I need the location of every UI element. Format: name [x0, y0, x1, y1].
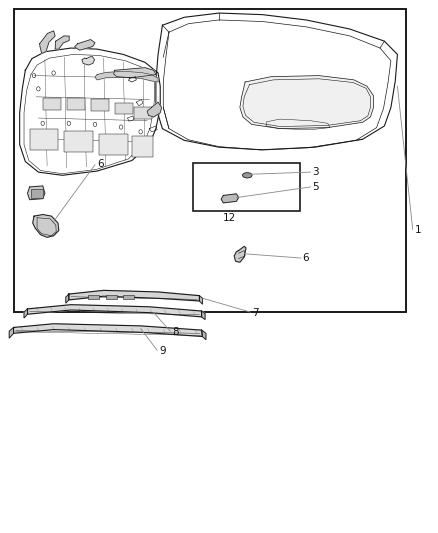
Polygon shape	[28, 186, 45, 200]
Polygon shape	[24, 309, 28, 318]
Polygon shape	[147, 102, 162, 117]
Ellipse shape	[243, 173, 252, 178]
Text: 9: 9	[159, 346, 166, 357]
Polygon shape	[95, 71, 158, 82]
Polygon shape	[55, 36, 69, 49]
Polygon shape	[221, 194, 239, 203]
Bar	[193, 163, 300, 211]
Bar	[64, 131, 93, 152]
Bar	[123, 295, 134, 299]
Polygon shape	[28, 305, 201, 317]
Polygon shape	[14, 324, 202, 336]
Polygon shape	[69, 290, 199, 301]
Text: 5: 5	[313, 182, 319, 192]
Polygon shape	[156, 13, 397, 150]
Polygon shape	[74, 39, 95, 50]
Polygon shape	[82, 56, 95, 65]
Text: 12: 12	[223, 214, 237, 223]
Polygon shape	[33, 215, 59, 237]
Polygon shape	[66, 294, 69, 303]
Polygon shape	[9, 327, 14, 338]
Bar	[67, 99, 85, 110]
Polygon shape	[114, 68, 156, 78]
Bar	[106, 295, 117, 299]
Polygon shape	[201, 311, 205, 319]
Text: 6: 6	[303, 253, 309, 263]
Bar	[30, 128, 58, 150]
Bar	[88, 295, 99, 299]
Text: 8: 8	[172, 327, 179, 337]
Polygon shape	[201, 330, 206, 340]
Bar	[91, 100, 109, 111]
Bar	[31, 189, 43, 198]
Polygon shape	[234, 246, 246, 262]
Text: 3: 3	[313, 167, 319, 177]
Polygon shape	[20, 48, 160, 175]
Bar	[43, 99, 61, 110]
Bar	[14, 10, 406, 312]
Polygon shape	[240, 76, 374, 128]
Bar	[99, 134, 127, 155]
Text: 1: 1	[415, 225, 421, 236]
Bar	[134, 108, 152, 119]
Polygon shape	[199, 296, 202, 304]
Bar	[115, 103, 133, 114]
Bar	[132, 136, 153, 157]
Text: 7: 7	[252, 308, 259, 318]
Text: 6: 6	[97, 159, 104, 168]
Polygon shape	[40, 31, 55, 53]
